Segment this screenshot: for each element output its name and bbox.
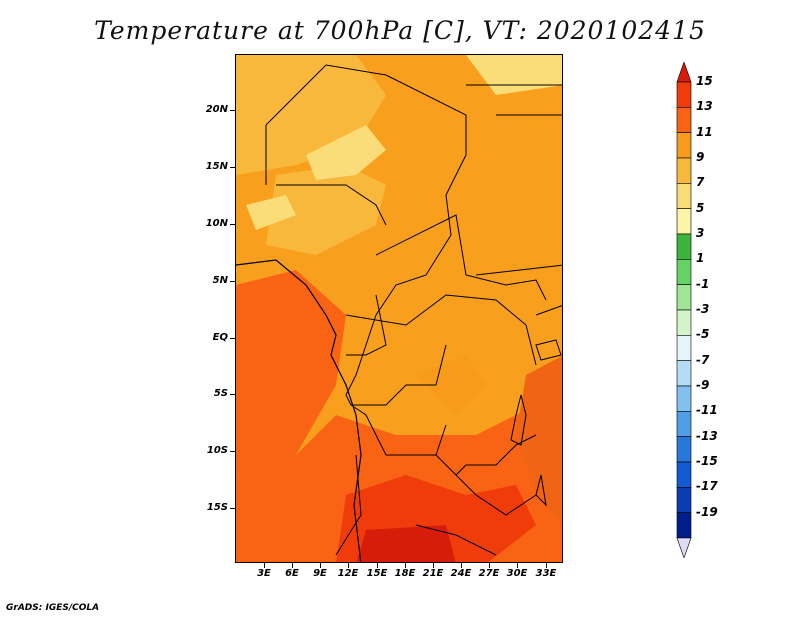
colorbar-cell: [676, 385, 692, 412]
lat-tick: [230, 338, 235, 339]
hot-patch-gulf-of-guinea: [236, 270, 346, 475]
colorbar-cell: [676, 81, 692, 108]
lon-label-21e: 21E: [422, 568, 444, 579]
lon-label-24e: 24E: [450, 568, 472, 579]
lake-tanganyika: [510, 394, 527, 446]
temperature-map: [235, 54, 563, 563]
colorbar-tick-label: -9: [696, 378, 710, 392]
colorbar-tick-label: -15: [696, 454, 718, 468]
lon-tick: [264, 563, 265, 568]
colorbar-tick-label: 9: [696, 150, 705, 164]
lon-tick: [405, 563, 406, 568]
lon-tick: [320, 563, 321, 568]
lat-tick: [230, 508, 235, 509]
colorbar-tick-label: -1: [696, 276, 710, 291]
coastline: [236, 259, 362, 562]
lat-label-15n: 15N: [205, 161, 228, 172]
lake-malawi: [535, 474, 547, 507]
lon-label-12e: 12E: [337, 568, 359, 579]
colorbar-cell: [676, 537, 692, 558]
lon-label-6e: 6E: [285, 568, 299, 579]
colorbar-cell: [676, 157, 692, 184]
warm-patch-west-africa: [266, 165, 386, 255]
colorbar-cell: [676, 461, 692, 488]
warm-field-sudan: [456, 105, 562, 315]
lat-label-5s: 5S: [213, 388, 228, 399]
colorbar: [676, 62, 692, 558]
colorbar-cell: [676, 309, 692, 336]
colorbar-tick-label: 7: [696, 175, 705, 190]
lon-label-27e: 27E: [478, 568, 500, 579]
map-svg: [236, 55, 562, 562]
lat-label-20n: 20N: [205, 104, 228, 115]
lat-tick: [230, 451, 235, 452]
colorbar-tick-label: -17: [696, 479, 718, 494]
colorbar-cell: [676, 183, 692, 209]
colorbar-tick-label: 1: [696, 251, 705, 266]
lon-label-18e: 18E: [394, 568, 416, 579]
cool-patch-mali: [246, 195, 296, 230]
lon-tick: [546, 563, 547, 568]
lon-label-15e: 15E: [366, 568, 388, 579]
lon-tick: [348, 563, 349, 568]
cool-patch-niger: [306, 125, 386, 180]
colorbar-cell: [676, 62, 692, 83]
colorbar-tick-label: 15: [696, 74, 713, 88]
lat-label-5n: 5N: [212, 275, 228, 286]
colorbar-tick-label: -11: [696, 403, 718, 418]
colorbar-tick-label: -7: [696, 352, 710, 367]
colorbar-tick-label: -5: [696, 327, 710, 342]
lat-tick: [230, 394, 235, 395]
lon-label-33e: 33E: [535, 568, 557, 579]
colorbar-tick-label: 13: [696, 99, 713, 114]
lat-tick: [230, 281, 235, 282]
colorbar-tick-label: -13: [696, 428, 718, 443]
colorbar-cell: [676, 233, 692, 260]
colorbar-cell: [676, 360, 692, 387]
colorbar-cell: [676, 284, 692, 311]
country-borders: [265, 64, 562, 556]
colorbar-cell: [676, 487, 692, 513]
lat-tick: [230, 224, 235, 225]
lon-label-3e: 3E: [257, 568, 271, 579]
lon-tick: [461, 563, 462, 568]
lon-tick: [292, 563, 293, 568]
lat-tick: [230, 167, 235, 168]
colorbar-cell: [676, 107, 692, 133]
colorbar-cell: [676, 259, 692, 285]
lat-label-eq: EQ: [212, 332, 228, 343]
colorbar-tick-label: -19: [696, 504, 718, 519]
warm-patch-congo: [416, 355, 486, 415]
lat-label-10s: 10S: [206, 445, 228, 456]
lon-label-9e: 9E: [313, 568, 327, 579]
colorbar-cell: [676, 132, 692, 159]
chart-title: Temperature at 700hPa [C], VT: 202010241…: [94, 16, 706, 45]
lat-label-10n: 10N: [205, 218, 228, 229]
colorbar-tick-label: 3: [696, 226, 705, 240]
lon-tick: [517, 563, 518, 568]
colorbar-cell: [676, 335, 692, 361]
hottest-patch-namibia: [356, 525, 456, 562]
hot-patch-east-africa: [516, 356, 562, 523]
colorbar-cell: [676, 208, 692, 235]
grads-credit: GrADS: IGES/COLA: [6, 603, 100, 613]
lon-tick: [377, 563, 378, 568]
lon-tick: [433, 563, 434, 568]
lake-victoria: [535, 339, 562, 361]
lon-label-30e: 30E: [506, 568, 528, 579]
colorbar-cell: [676, 512, 692, 539]
lon-tick: [489, 563, 490, 568]
colorbar-tick-label: -3: [696, 302, 710, 316]
lat-tick: [230, 110, 235, 111]
colorbar-tick-label: 11: [696, 124, 713, 139]
colorbar-tick-label: 5: [696, 200, 705, 215]
colorbar-cell: [676, 411, 692, 437]
colorbar-cell: [676, 436, 692, 463]
lat-label-15s: 15S: [206, 502, 228, 513]
